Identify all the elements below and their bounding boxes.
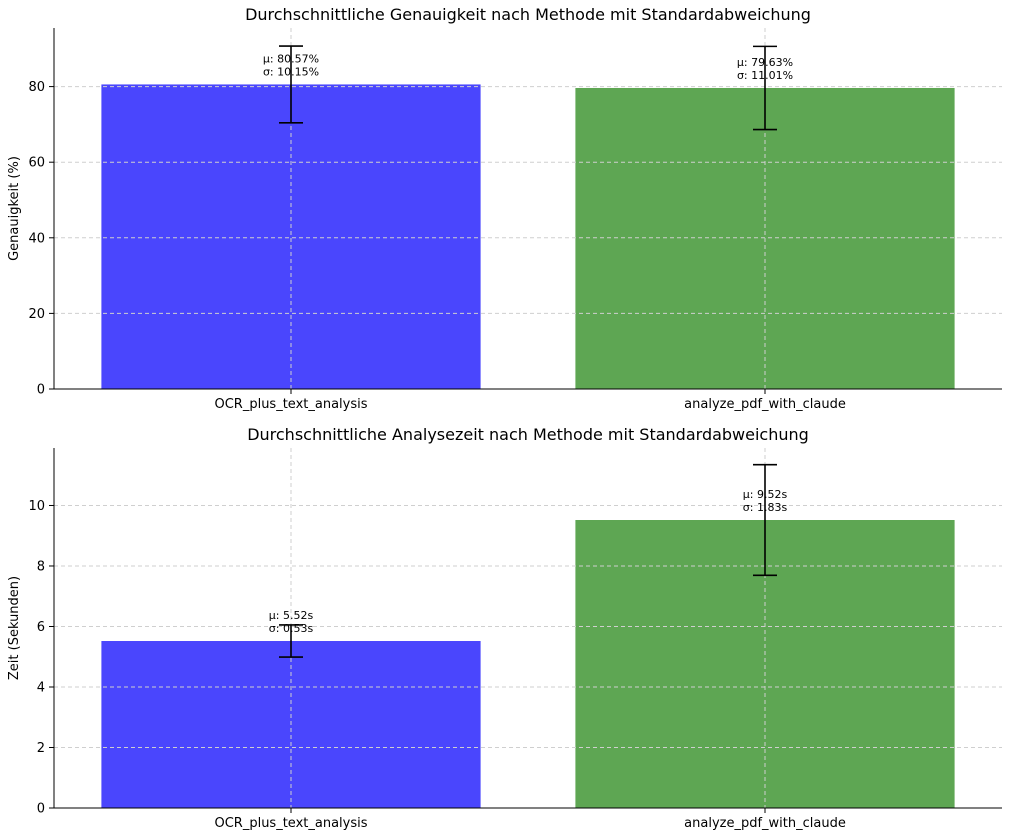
y-tick-label: 4: [37, 680, 45, 695]
x-tick-label: analyze_pdf_with_claude: [684, 397, 846, 412]
y-tick-label: 10: [28, 499, 45, 514]
x-tick-label: OCR_plus_text_analysis: [214, 816, 367, 831]
accuracy-chart: Durchschnittliche Genauigkeit nach Metho…: [7, 5, 1002, 412]
y-tick-label: 0: [37, 383, 45, 398]
y-tick-label: 20: [28, 307, 45, 322]
y-tick-label: 8: [37, 559, 45, 574]
x-tick-label: OCR_plus_text_analysis: [214, 397, 367, 412]
mean-label: μ: 9.52s: [743, 488, 788, 501]
std-label: σ: 0.53s: [269, 622, 314, 635]
chart-title: Durchschnittliche Analysezeit nach Metho…: [247, 425, 809, 444]
mean-label: μ: 5.52s: [269, 609, 314, 622]
y-tick-label: 0: [37, 802, 45, 817]
std-label: σ: 1.83s: [743, 501, 788, 514]
mean-label: μ: 79.63%: [737, 56, 793, 69]
y-tick-label: 2: [37, 741, 45, 756]
y-tick-label: 80: [28, 80, 45, 95]
chart-title: Durchschnittliche Genauigkeit nach Metho…: [245, 5, 811, 24]
y-axis-label: Zeit (Sekunden): [7, 576, 22, 680]
y-axis-label: Genauigkeit (%): [7, 156, 22, 261]
analysis-time-chart: Durchschnittliche Analysezeit nach Metho…: [7, 425, 1002, 831]
y-tick-label: 60: [28, 156, 45, 171]
x-tick-label: analyze_pdf_with_claude: [684, 816, 846, 831]
mean-label: μ: 80.57%: [263, 52, 319, 65]
std-label: σ: 10.15%: [263, 65, 319, 78]
y-tick-label: 6: [37, 620, 45, 635]
y-tick-label: 40: [28, 231, 45, 246]
std-label: σ: 11.01%: [737, 69, 793, 82]
